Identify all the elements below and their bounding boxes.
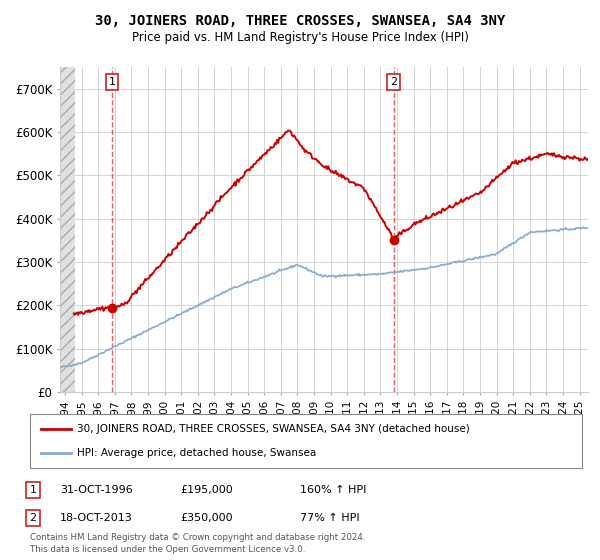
Text: 30, JOINERS ROAD, THREE CROSSES, SWANSEA, SA4 3NY: 30, JOINERS ROAD, THREE CROSSES, SWANSEA… (95, 14, 505, 28)
Text: £195,000: £195,000 (180, 485, 233, 495)
Text: HPI: Average price, detached house, Swansea: HPI: Average price, detached house, Swan… (77, 447, 316, 458)
Text: £350,000: £350,000 (180, 513, 233, 523)
Text: 160% ↑ HPI: 160% ↑ HPI (300, 485, 367, 495)
Text: 30, JOINERS ROAD, THREE CROSSES, SWANSEA, SA4 3NY (detached house): 30, JOINERS ROAD, THREE CROSSES, SWANSEA… (77, 424, 470, 435)
Text: 1: 1 (29, 485, 37, 495)
Bar (52, 67, 75, 392)
Text: Price paid vs. HM Land Registry's House Price Index (HPI): Price paid vs. HM Land Registry's House … (131, 31, 469, 44)
FancyBboxPatch shape (30, 414, 582, 468)
Text: 2: 2 (390, 77, 397, 87)
Text: 2: 2 (29, 513, 37, 523)
Text: 18-OCT-2013: 18-OCT-2013 (60, 513, 133, 523)
Text: Contains HM Land Registry data © Crown copyright and database right 2024.: Contains HM Land Registry data © Crown c… (30, 533, 365, 542)
Text: This data is licensed under the Open Government Licence v3.0.: This data is licensed under the Open Gov… (30, 545, 305, 554)
Text: 1: 1 (109, 77, 115, 87)
Text: 77% ↑ HPI: 77% ↑ HPI (300, 513, 359, 523)
Text: 31-OCT-1996: 31-OCT-1996 (60, 485, 133, 495)
